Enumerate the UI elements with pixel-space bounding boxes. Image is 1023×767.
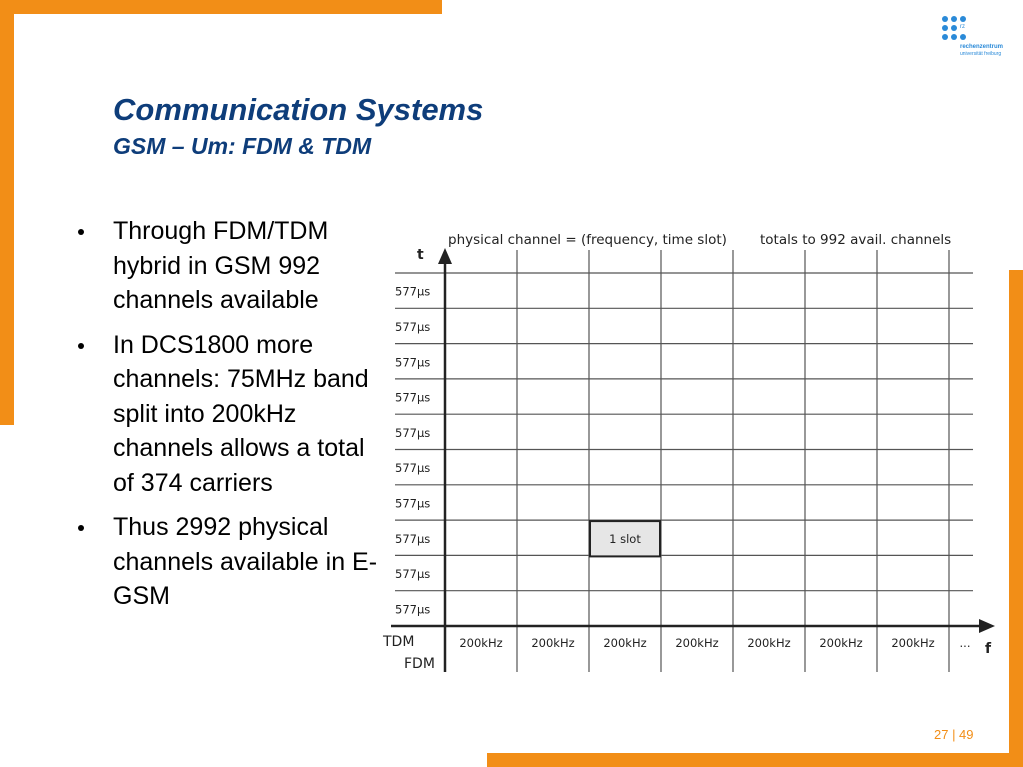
frequency-label: 200kHz	[819, 636, 862, 650]
fdm-label: FDM	[404, 656, 435, 672]
time-slot-label: 577μs	[395, 426, 430, 440]
time-axis-arrow-icon	[438, 248, 452, 264]
time-slot-labels: 577μs 577μs 577μs 577μs 577μs 577μs 577μs 577μs…	[395, 285, 430, 617]
t-axis-label: t	[417, 247, 424, 263]
logo-rz-text: rz	[960, 24, 965, 30]
slide-title: Communication Systems	[113, 92, 484, 127]
bullet-item: Through FDM/TDM hybrid in GSM 992 channe…	[76, 214, 381, 318]
diagram-caption-right: totals to 992 avail. channels	[760, 232, 951, 248]
frequency-labels: 200kHz 200kHz 200kHz 200kHz 200kHz 200kHz 200k…	[459, 636, 970, 650]
left-accent-bar	[0, 0, 14, 425]
time-slot-label: 577μs	[395, 602, 430, 616]
bullet-item: In DCS1800 more channels: 75MHz band spl…	[76, 328, 381, 501]
right-accent-bar	[1009, 270, 1023, 767]
slide-subtitle: GSM – Um: FDM & TDM	[113, 133, 372, 159]
frequency-label: 200kHz	[747, 636, 790, 650]
slot-highlight: 1 slot	[589, 520, 661, 558]
bullet-text: In DCS1800 more channels: 75MHz band spl…	[113, 330, 369, 497]
top-accent-bar	[0, 0, 442, 14]
bottom-accent-bar	[487, 753, 1023, 767]
time-slot-label: 577μs	[395, 391, 430, 405]
diagram-caption: physical channel = (frequency, time slot…	[448, 232, 727, 248]
bullet-icon	[78, 525, 84, 531]
rz-logo: rz rechenzentrum universität freiburg	[940, 14, 1010, 60]
time-slot-label: 577μs	[395, 461, 430, 475]
bullet-text: Through FDM/TDM hybrid in GSM 992 channe…	[113, 217, 329, 314]
slot-box	[589, 520, 661, 558]
fdm-tdm-grid-diagram: physical channel = (frequency, time slot…	[382, 232, 995, 672]
frequency-label: 200kHz	[675, 636, 718, 650]
frequency-label: 200kHz	[531, 636, 574, 650]
time-slot-label: 577μs	[395, 496, 430, 510]
time-slot-label: 577μs	[395, 355, 430, 369]
time-slot-label: 577μs	[395, 285, 430, 299]
bullet-text: Thus 2992 physical channels available in…	[113, 513, 378, 610]
time-slot-label: 577μs	[395, 532, 430, 546]
frequency-ellipsis: ...	[960, 636, 971, 650]
logo-university-text: universität freiburg	[960, 51, 1002, 57]
channel-grid	[395, 250, 973, 672]
time-slot-label: 577μs	[395, 567, 430, 581]
frequency-label: 200kHz	[459, 636, 502, 650]
f-axis-label: f	[985, 641, 992, 657]
frequency-label: 200kHz	[603, 636, 646, 650]
time-slot-label: 577μs	[395, 320, 430, 334]
bullet-icon	[78, 229, 84, 235]
page-number: 27 | 49	[934, 727, 974, 742]
frequency-axis-arrow-icon	[979, 619, 995, 633]
logo-name-text: rechenzentrum	[960, 44, 1004, 50]
slot-label: 1 slot	[609, 532, 641, 546]
frequency-label: 200kHz	[891, 636, 934, 650]
bullet-icon	[78, 342, 84, 349]
bullet-list: Through FDM/TDM hybrid in GSM 992 channe…	[76, 214, 381, 624]
bullet-item: Thus 2992 physical channels available in…	[76, 510, 381, 614]
tdm-label: TDM	[382, 634, 414, 650]
